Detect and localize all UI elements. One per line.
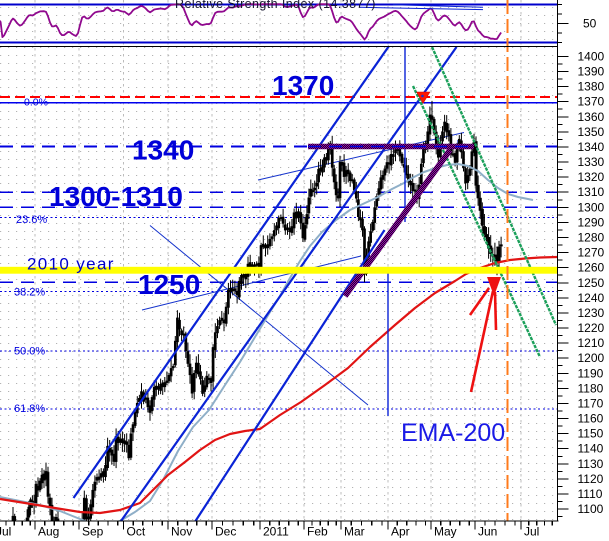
svg-text:1210: 1210	[578, 336, 605, 350]
svg-text:May: May	[434, 525, 457, 539]
svg-text:Relative Strength Index (14.38: Relative Strength Index (14.3877)	[175, 0, 376, 11]
svg-text:1380: 1380	[578, 80, 605, 94]
svg-text:1160: 1160	[578, 412, 604, 426]
svg-text:1130: 1130	[578, 457, 604, 471]
svg-text:1170: 1170	[578, 397, 604, 411]
svg-text:1140: 1140	[578, 442, 604, 456]
svg-text:Nov: Nov	[171, 525, 192, 539]
svg-text:1310: 1310	[578, 185, 605, 199]
svg-text:1250: 1250	[578, 276, 605, 290]
svg-text:1340: 1340	[578, 140, 605, 154]
svg-text:1180: 1180	[578, 381, 604, 395]
svg-text:Apr: Apr	[391, 525, 410, 539]
svg-text:61.8%: 61.8%	[14, 403, 45, 415]
svg-text:EMA-200: EMA-200	[401, 419, 505, 447]
svg-text:1230: 1230	[578, 306, 605, 320]
svg-text:23.6%: 23.6%	[16, 214, 47, 226]
svg-text:Feb: Feb	[307, 525, 328, 539]
svg-text:Jun: Jun	[478, 525, 497, 539]
svg-text:1320: 1320	[578, 170, 605, 184]
svg-text:1200: 1200	[578, 351, 605, 365]
svg-text:1150: 1150	[578, 427, 604, 441]
svg-text:1110: 1110	[578, 487, 603, 501]
svg-text:Jul: Jul	[524, 525, 539, 539]
svg-text:1220: 1220	[578, 321, 605, 335]
svg-text:1250: 1250	[138, 269, 200, 300]
svg-text:1370: 1370	[578, 95, 605, 109]
svg-text:1370: 1370	[272, 70, 334, 101]
svg-text:1120: 1120	[578, 472, 604, 486]
svg-text:1270: 1270	[578, 246, 605, 260]
svg-text:1290: 1290	[578, 215, 605, 229]
svg-text:1100: 1100	[578, 502, 604, 516]
svg-text:1400: 1400	[578, 49, 605, 63]
svg-text:50.0%: 50.0%	[14, 346, 45, 358]
svg-text:1300-1310: 1300-1310	[49, 181, 183, 212]
svg-text:1190: 1190	[578, 366, 604, 380]
svg-text:1300: 1300	[578, 200, 605, 214]
svg-text:Sep: Sep	[82, 525, 104, 539]
svg-text:1330: 1330	[578, 155, 605, 169]
svg-text:1390: 1390	[578, 65, 605, 79]
svg-text:1340: 1340	[132, 135, 194, 166]
svg-text:Oct: Oct	[127, 525, 146, 539]
svg-text:1260: 1260	[578, 261, 605, 275]
svg-text:50: 50	[583, 17, 597, 31]
svg-text:1350: 1350	[578, 125, 605, 139]
svg-text:0.0%: 0.0%	[24, 97, 48, 109]
svg-text:1280: 1280	[578, 231, 605, 245]
svg-text:Dec: Dec	[215, 525, 236, 539]
svg-text:2010 year: 2010 year	[27, 255, 115, 274]
svg-text:1240: 1240	[578, 291, 605, 305]
svg-text:Jul: Jul	[0, 525, 11, 539]
svg-text:38.2%: 38.2%	[14, 287, 45, 299]
svg-text:1360: 1360	[578, 110, 605, 124]
svg-text:2011: 2011	[263, 525, 289, 539]
svg-text:Mar: Mar	[344, 525, 365, 539]
svg-text:Aug: Aug	[38, 525, 59, 539]
